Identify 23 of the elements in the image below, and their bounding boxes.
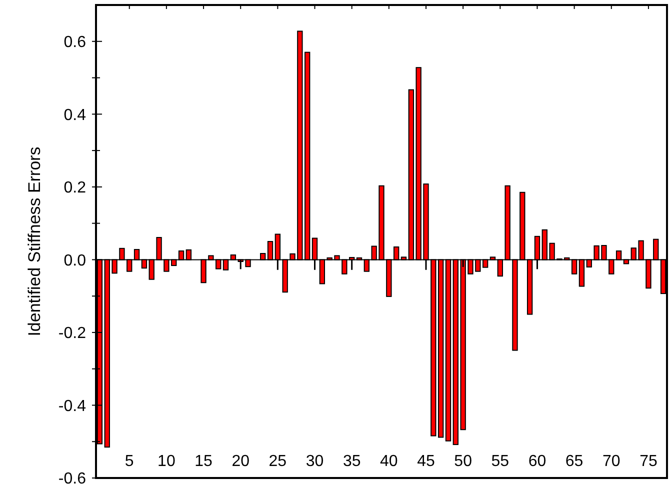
x-tick-label: 30 xyxy=(306,453,324,470)
y-tick-label: -0.6 xyxy=(58,470,86,488)
x-tick-label: 70 xyxy=(602,453,620,470)
y-axis-title: Identified Stiffness Errors xyxy=(25,146,44,336)
x-tick-label: 65 xyxy=(565,453,584,470)
x-tick-label: 55 xyxy=(491,453,510,470)
x-tick-label: 5 xyxy=(124,453,134,470)
y-tick-label: -0.2 xyxy=(58,325,86,342)
y-tick-label: 0.0 xyxy=(64,252,86,270)
x-tick-label: 60 xyxy=(528,453,546,470)
x-tick-label: 75 xyxy=(640,453,658,470)
x-tick-label: 20 xyxy=(232,453,250,470)
x-tick-label: 25 xyxy=(268,453,287,470)
y-tick-label: 0.2 xyxy=(64,180,86,197)
y-tick-label: 0.4 xyxy=(64,106,86,124)
x-tick-label: 40 xyxy=(380,453,398,470)
x-tick-label: 15 xyxy=(194,453,213,470)
x-tick-label: 10 xyxy=(158,453,176,470)
x-tick-label: 35 xyxy=(342,453,361,470)
x-tick-label: 50 xyxy=(454,453,472,470)
y-tick-label: -0.4 xyxy=(58,398,86,415)
x-tick-label: 45 xyxy=(417,453,435,470)
y-tick-label: 0.6 xyxy=(64,34,86,51)
